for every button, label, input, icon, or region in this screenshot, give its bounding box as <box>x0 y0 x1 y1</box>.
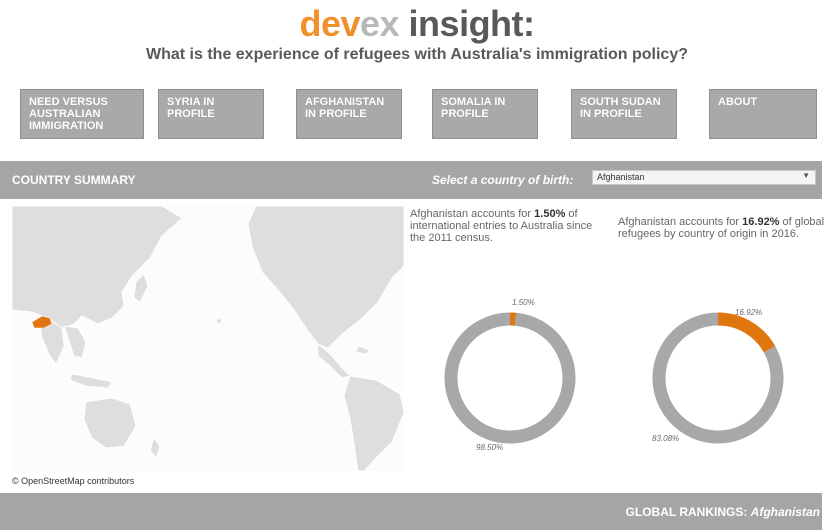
nav-about-button[interactable]: ABOUT <box>709 89 817 139</box>
global-rankings-country: Afghanistan <box>750 505 820 519</box>
entries-stat-pre: accounts for <box>468 208 535 220</box>
country-select-value: Afghanistan <box>597 172 645 182</box>
map-svg <box>12 206 404 471</box>
entries-donut-chart[interactable] <box>440 308 580 448</box>
global-rankings-prefix: GLOBAL RANKINGS: <box>625 505 751 519</box>
map-new-zealand <box>149 437 161 459</box>
entries-stat-country: Afghanistan <box>410 208 469 220</box>
country-summary-bar: COUNTRY SUMMARY Select a country of birt… <box>0 161 822 199</box>
nav-syria-button[interactable]: SYRIA IN PROFILE <box>158 89 264 139</box>
map-north-america <box>247 206 404 349</box>
country-select[interactable]: Afghanistan ▼ <box>592 170 816 185</box>
nav-south-sudan-button[interactable]: SOUTH SUDAN IN PROFILE <box>571 89 677 139</box>
map-australia <box>83 397 137 449</box>
map-japan <box>133 273 149 303</box>
world-map[interactable] <box>12 206 404 471</box>
map-hawaii <box>215 317 223 325</box>
map-se-asia <box>63 325 87 359</box>
refugees-donut-slice-0[interactable] <box>717 312 776 353</box>
map-caribbean <box>355 345 371 355</box>
entries-donut-slice-1[interactable] <box>444 312 576 444</box>
chevron-down-icon: ▼ <box>802 171 810 180</box>
global-rankings-label: GLOBAL RANKINGS: Afghanistan <box>626 505 820 519</box>
devex-logo: devex insight: <box>0 4 834 44</box>
logo-part-ex: ex <box>360 3 400 44</box>
refugees-donut-chart[interactable] <box>648 308 788 448</box>
map-indonesia <box>69 373 113 389</box>
logo-part-insight: insight: <box>399 3 535 44</box>
refugees-donut-label-highlight: 16.92% <box>735 308 763 317</box>
map-eurasia <box>12 206 183 329</box>
refugees-donut-label-rest: 83.08% <box>652 434 680 443</box>
nav-need-button[interactable]: NEED VERSUS AUSTRALIAN IMMIGRATION <box>20 89 144 139</box>
country-summary-title: COUNTRY SUMMARY <box>12 173 136 187</box>
map-central-america <box>317 343 351 379</box>
refugees-stat: Afghanistan accounts for 16.92% of globa… <box>618 216 828 240</box>
refugees-stat-post: of global refugees by country of origin … <box>618 216 825 240</box>
nav-somalia-button[interactable]: SOMALIA IN PROFILE <box>432 89 538 139</box>
entries-donut-label-highlight: 1.50% <box>512 298 535 307</box>
refugees-donut-slice-1[interactable] <box>652 312 784 444</box>
entries-stat-post: of international entries to Australia si… <box>410 208 593 244</box>
nav-afghanistan-button[interactable]: AFGHANISTAN IN PROFILE <box>296 89 402 139</box>
global-rankings-bar: GLOBAL RANKINGS: Afghanistan <box>0 493 822 530</box>
entries-stat-value: 1.50% <box>534 208 566 220</box>
page-subtitle: What is the experience of refugees with … <box>146 46 688 63</box>
map-south-america <box>343 375 404 471</box>
entries-stat: Afghanistan accounts for 1.50% of intern… <box>410 208 610 244</box>
refugees-stat-country: Afghanistan <box>618 216 677 228</box>
country-select-label: Select a country of birth: <box>432 173 574 187</box>
logo-part-dev: dev <box>299 3 360 44</box>
map-credit: © OpenStreetMap contributors <box>12 476 135 486</box>
refugees-stat-value: 16.92% <box>742 216 780 228</box>
map-afghanistan-highlight <box>31 315 53 329</box>
refugees-stat-pre: accounts for <box>676 216 743 228</box>
entries-donut-label-rest: 98.50% <box>476 443 504 452</box>
